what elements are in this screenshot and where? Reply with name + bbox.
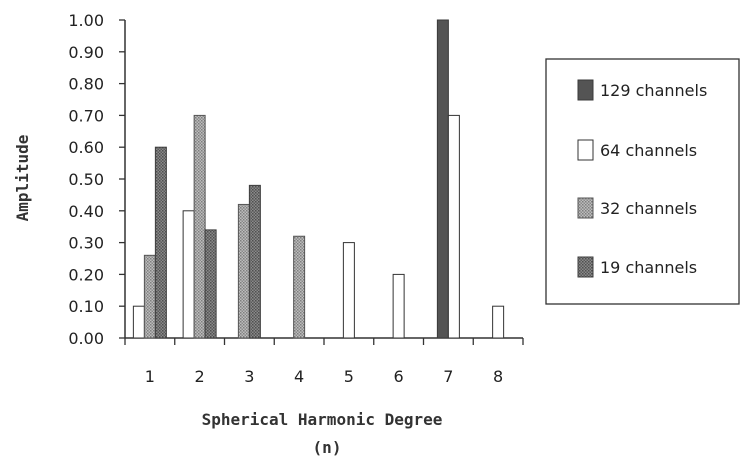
y-tick-label: 0.30	[68, 234, 104, 253]
x-tick-label: 8	[493, 367, 503, 386]
bar-2-series-1	[182, 210, 195, 339]
bar-1-series-2	[143, 254, 156, 339]
bar-4-series-2	[293, 235, 306, 339]
x-tick-label: 5	[344, 367, 354, 386]
bar-2-series-2	[193, 114, 206, 339]
legend-label: 64 channels	[600, 141, 697, 160]
bar-1-series-3	[154, 146, 167, 339]
x-tick-label: 2	[195, 367, 205, 386]
bar-8-series-1	[492, 305, 505, 339]
legend-label: 32 channels	[600, 199, 697, 218]
y-tick-label: 0.20	[68, 265, 104, 284]
y-tick-label: 0.90	[68, 43, 104, 62]
y-axis-title: Amplitude	[13, 135, 32, 222]
y-tick-label: 0.00	[68, 329, 104, 348]
bar-5-series-1	[342, 242, 355, 339]
legend-swatch	[577, 139, 594, 161]
bars	[132, 19, 505, 339]
legend-label: 129 channels	[600, 81, 707, 100]
x-tick-label: 6	[394, 367, 404, 386]
bar-2-series-3	[204, 229, 217, 339]
y-tick-label: 1.00	[68, 11, 104, 30]
x-tick-label: 1	[145, 367, 155, 386]
legend-swatch	[577, 197, 594, 219]
x-tick-label: 4	[294, 367, 304, 386]
y-tick-label: 0.50	[68, 170, 104, 189]
y-tick-label: 0.80	[68, 75, 104, 94]
y-tick-label: 0.10	[68, 297, 104, 316]
y-tick-label: 0.40	[68, 202, 104, 221]
legend: 129 channels 64 channels 32 channels 19 cha…	[545, 58, 740, 305]
bar-7-series-0	[436, 19, 449, 339]
bar-3-series-2	[237, 203, 250, 339]
bar-3-series-3	[248, 184, 261, 339]
x-ticks: 1 2 3 4 5 6 7 8	[124, 338, 524, 386]
x-axis-title-unit: (n)	[313, 438, 342, 457]
y-ticks: 0.00 0.10 0.20 0.30 0.40 0.50 0.60 0.70 0.80 0.90…	[68, 11, 125, 348]
legend-swatch	[577, 256, 594, 278]
y-tick-label: 0.70	[68, 106, 104, 125]
y-tick-label: 0.60	[68, 138, 104, 157]
x-tick-label: 7	[443, 367, 453, 386]
bar-6-series-1	[392, 273, 405, 339]
legend-label: 19 channels	[600, 258, 697, 277]
x-tick-label: 3	[244, 367, 254, 386]
legend-swatch	[577, 79, 594, 101]
x-axis-title: Spherical Harmonic Degree	[202, 410, 443, 429]
bar-1-series-1	[132, 305, 145, 339]
bar-7-series-1	[447, 114, 460, 339]
